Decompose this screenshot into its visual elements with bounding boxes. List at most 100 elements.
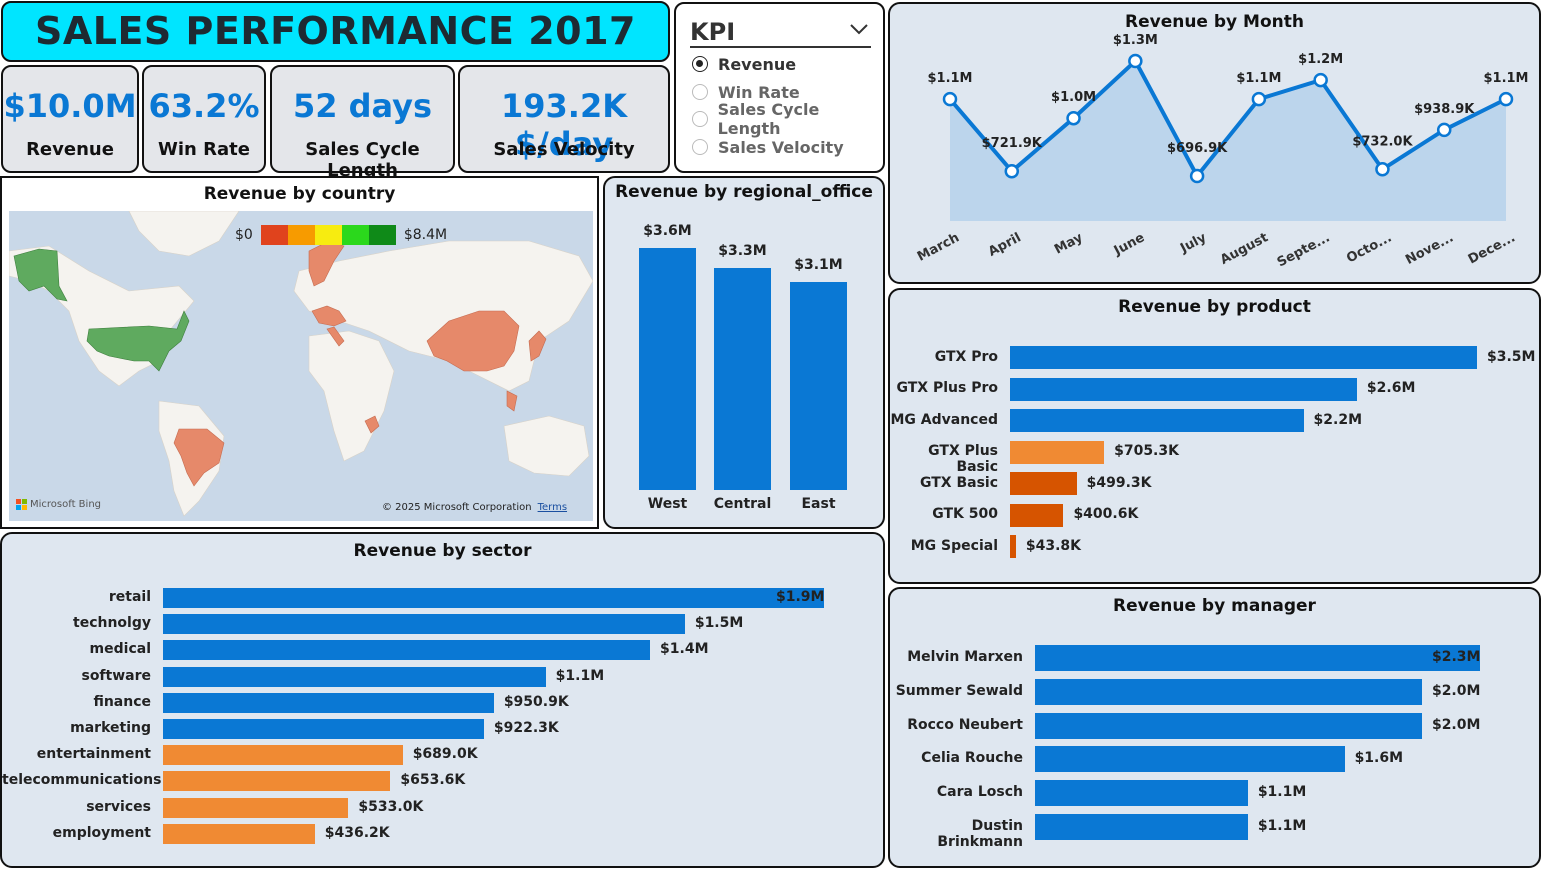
- bar[interactable]: [163, 719, 484, 739]
- line-point[interactable]: [1313, 72, 1328, 88]
- bar[interactable]: [714, 268, 771, 490]
- country-united-states[interactable]: [86, 310, 190, 372]
- line-data-label: $721.9K: [982, 136, 1043, 151]
- bar-row[interactable]: finance $950.9K: [2, 692, 883, 713]
- chevron-down-icon[interactable]: [849, 22, 869, 36]
- bar[interactable]: [1035, 645, 1480, 671]
- category-label: employment: [52, 824, 151, 841]
- bar-row[interactable]: Summer Sewald $2.0M: [890, 678, 1539, 705]
- bar[interactable]: [1035, 746, 1345, 773]
- bar[interactable]: [1035, 712, 1422, 739]
- line-point[interactable]: [942, 91, 958, 107]
- radio-icon[interactable]: [692, 84, 708, 100]
- bar-row[interactable]: retail $1.9M: [2, 588, 883, 608]
- bar[interactable]: [1010, 503, 1064, 527]
- bar[interactable]: [1010, 535, 1016, 558]
- bar[interactable]: [1035, 814, 1248, 840]
- country-central-europe[interactable]: [311, 305, 347, 327]
- country-alaska[interactable]: [13, 248, 68, 302]
- country-kenya[interactable]: [364, 415, 380, 434]
- bar-row[interactable]: Cara Losch $1.1M: [890, 780, 1539, 807]
- country-brazil[interactable]: [173, 428, 225, 487]
- bar[interactable]: [1010, 409, 1304, 432]
- kpi-option-label: Sales Cycle Length: [717, 100, 820, 138]
- kpi-slicer[interactable]: KPI Revenue Win Rate Sales Cycle Length …: [674, 2, 885, 173]
- kpi-option-sales-cycle-length[interactable]: Sales Cycle Length: [692, 100, 883, 138]
- line-point[interactable]: [1498, 91, 1514, 107]
- bar[interactable]: [163, 823, 315, 844]
- category-label: MG Advanced: [890, 411, 998, 428]
- country-china[interactable]: [426, 310, 520, 372]
- line-point[interactable]: [1189, 168, 1205, 184]
- bar[interactable]: [1010, 377, 1357, 401]
- bar[interactable]: [163, 797, 349, 818]
- bar-row[interactable]: GTX Plus Pro $2.6M: [890, 377, 1539, 401]
- line-point[interactable]: [1251, 91, 1267, 107]
- country-japan[interactable]: [528, 330, 547, 362]
- x-tick-label: June: [1111, 230, 1147, 259]
- bar[interactable]: [639, 248, 696, 490]
- chart-title: Revenue by regional_office: [615, 182, 873, 202]
- bar[interactable]: [163, 745, 403, 766]
- kpi-option-revenue[interactable]: Revenue: [692, 53, 796, 75]
- category-label: Dustin Brinkmann: [937, 818, 1023, 850]
- bar-row[interactable]: GTX Basic $499.3K: [890, 472, 1539, 495]
- bar-row[interactable]: telecommunications $653.6K: [2, 771, 883, 792]
- kpi-option-win-rate[interactable]: Win Rate: [692, 81, 800, 103]
- bar-row[interactable]: GTX Pro $3.5M: [890, 346, 1539, 369]
- bar[interactable]: [1010, 346, 1477, 369]
- kpi-card-sales-cycle-length[interactable]: 52 days Sales Cycle Length: [270, 65, 455, 181]
- kpi-card-win-rate[interactable]: 63.2% Win Rate: [142, 65, 266, 173]
- bar[interactable]: [1035, 678, 1422, 705]
- kpi-option-sales-velocity[interactable]: Sales Velocity: [692, 136, 844, 158]
- terms-link[interactable]: Terms: [537, 502, 568, 513]
- kpi-card-revenue[interactable]: $10.0M Revenue: [1, 65, 139, 173]
- x-tick-label: Septe...: [1275, 230, 1333, 270]
- bar[interactable]: [1010, 440, 1105, 464]
- kpi-slicer-header[interactable]: KPI: [690, 18, 871, 48]
- line-point[interactable]: [1066, 110, 1081, 126]
- bar[interactable]: [163, 666, 546, 687]
- line-point[interactable]: [1375, 162, 1390, 177]
- bar[interactable]: [163, 640, 651, 661]
- bar-row[interactable]: software $1.1M: [2, 666, 883, 687]
- bar-row[interactable]: GTK 500 $400.6K: [890, 503, 1539, 527]
- chart-title: Revenue by Month: [1125, 12, 1304, 32]
- line-data-label: $938.9K: [1414, 102, 1475, 117]
- country-philippines[interactable]: [506, 390, 518, 412]
- bar-row[interactable]: services $533.0K: [2, 797, 883, 818]
- bar-row[interactable]: employment $436.2K: [2, 823, 883, 844]
- bar-row[interactable]: technolgy $1.5M: [2, 614, 883, 635]
- revenue-by-regional-office-panel: Revenue by regional_office $3.6M West $3.3…: [603, 176, 885, 529]
- bar[interactable]: [163, 614, 685, 635]
- line-point[interactable]: [1004, 163, 1020, 179]
- world-map[interactable]: [9, 211, 593, 521]
- bar-row[interactable]: entertainment $689.0K: [2, 745, 883, 766]
- bar[interactable]: [1010, 472, 1077, 495]
- bar-data-label: $43.8K: [1025, 537, 1081, 554]
- bar-row[interactable]: MG Special $43.8K: [890, 535, 1539, 558]
- x-tick-label: West: [647, 496, 688, 512]
- bar-row[interactable]: marketing $922.3K: [2, 719, 883, 739]
- bar[interactable]: [163, 771, 391, 792]
- radio-selected-icon[interactable]: [692, 56, 708, 72]
- bar-row[interactable]: Rocco Neubert $2.0M: [890, 712, 1539, 739]
- bar-row[interactable]: Melvin Marxen $2.3M: [890, 645, 1539, 671]
- bar-row[interactable]: medical $1.4M: [2, 640, 883, 661]
- radio-icon[interactable]: [692, 139, 708, 155]
- bar-row[interactable]: MG Advanced $2.2M: [890, 409, 1539, 432]
- radio-icon[interactable]: [692, 111, 708, 127]
- bar[interactable]: [790, 281, 847, 490]
- line-point[interactable]: [1436, 122, 1452, 138]
- bar-row[interactable]: GTX Plus Basic $705.3K: [890, 440, 1539, 475]
- bar-row[interactable]: Celia Rouche $1.6M: [890, 746, 1539, 773]
- category-label: finance: [93, 693, 151, 710]
- bar-data-label: $3.6M: [643, 223, 692, 239]
- country-italy[interactable]: [326, 326, 345, 347]
- bar[interactable]: [163, 588, 824, 608]
- bar[interactable]: [163, 692, 494, 713]
- bar-row[interactable]: Dustin Brinkmann $1.1M: [890, 814, 1539, 850]
- line-point[interactable]: [1128, 53, 1143, 69]
- kpi-card-sales-velocity[interactable]: 193.2K $/day Sales Velocity: [458, 65, 670, 173]
- bar[interactable]: [1035, 780, 1248, 807]
